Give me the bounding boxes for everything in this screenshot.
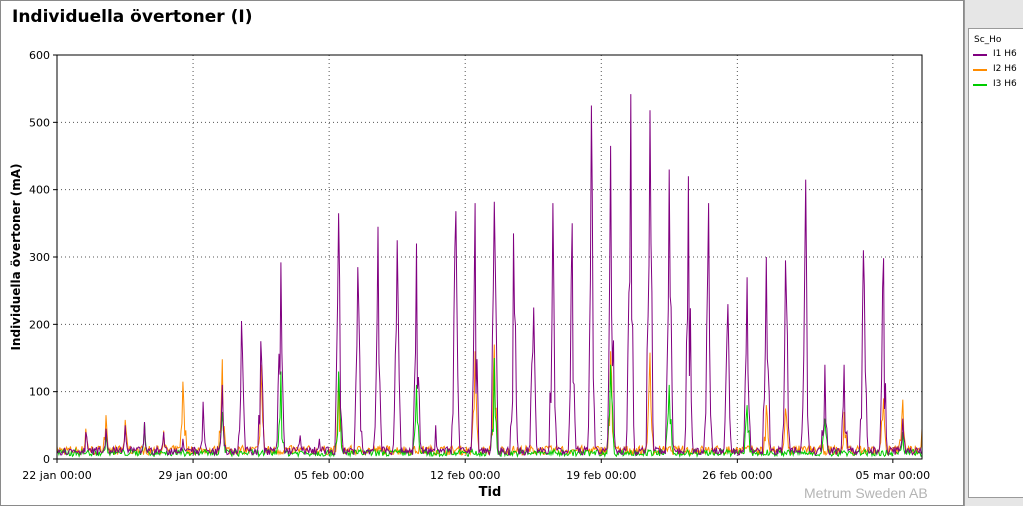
chart-title: Individuella övertoner (I) [12, 7, 253, 27]
legend-label-i2: I2 H6 [993, 64, 1017, 74]
y-tick-label: 500 [29, 116, 50, 129]
legend-swatch-i3 [973, 84, 987, 86]
legend-label-i1: I1 H6 [993, 49, 1017, 59]
y-tick-label: 600 [29, 49, 50, 62]
legend-label-i3: I3 H6 [993, 79, 1017, 89]
chart-plot[interactable]: 0 100 200 300 400 500 600 22 jan 00:00 29 jan 00… [0, 0, 964, 508]
x-tick-label: 29 jan 00:00 [158, 469, 227, 482]
y-tick-label: 400 [29, 184, 50, 197]
y-tick-label: 200 [29, 318, 50, 331]
y-tick-label: 300 [29, 251, 50, 264]
chart-frame [0, 0, 964, 506]
grid [56, 54, 922, 459]
series-lines [56, 94, 923, 459]
series-line-i2-h6 [56, 344, 923, 457]
legend-swatch-i2 [973, 69, 987, 71]
legend-panel: Sc_Ho I1 H6 I2 H6 I3 H6 [964, 0, 1023, 506]
axes: 0 100 200 300 400 500 600 22 jan 00:00 29 jan 00… [22, 49, 930, 482]
x-axis-title: Tid [478, 485, 502, 500]
legend-item-i2[interactable]: I2 H6 [971, 64, 1023, 76]
series-line-i1-h6 [56, 94, 923, 457]
y-tick-label: 100 [29, 386, 50, 399]
watermark: Metrum Sweden AB [804, 485, 928, 501]
legend-swatch-i1 [973, 54, 987, 56]
y-tick-label: 0 [43, 453, 50, 466]
legend: Sc_Ho I1 H6 I2 H6 I3 H6 [968, 28, 1023, 498]
series-line-i3-h6 [56, 357, 923, 459]
x-tick-label: 26 feb 00:00 [702, 469, 772, 482]
legend-header: Sc_Ho [974, 35, 1002, 45]
legend-item-i3[interactable]: I3 H6 [971, 79, 1023, 91]
x-tick-label: 22 jan 00:00 [22, 469, 91, 482]
plot-frame [56, 54, 923, 460]
x-tick-label: 19 feb 00:00 [566, 469, 636, 482]
y-axis-title: Individuella övertoner (mA) [9, 163, 23, 351]
x-tick-label: 12 feb 00:00 [430, 469, 500, 482]
legend-item-i1[interactable]: I1 H6 [971, 49, 1023, 61]
x-tick-label: 05 feb 00:00 [294, 469, 364, 482]
x-tick-label: 05 mar 00:00 [856, 469, 931, 482]
